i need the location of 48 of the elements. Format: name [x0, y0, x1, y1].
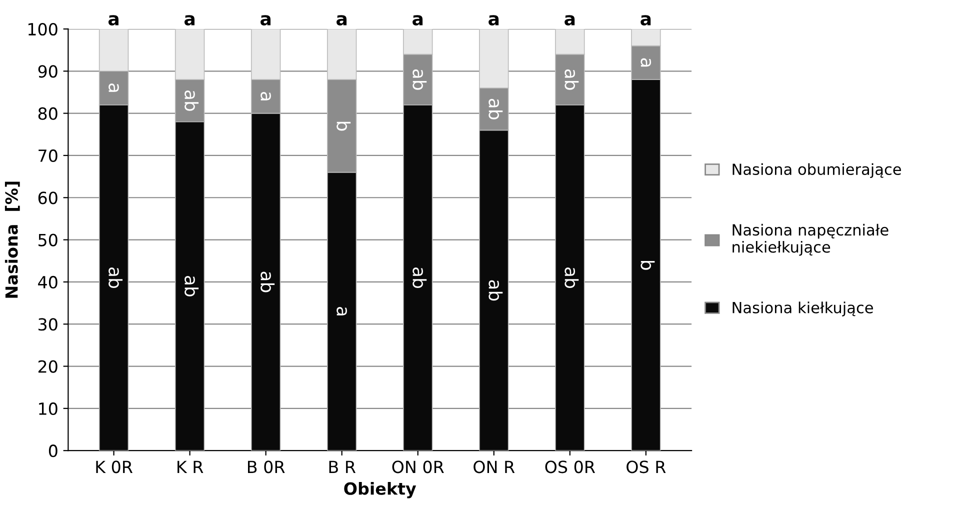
- data-label: b: [336, 122, 351, 131]
- y-tick-label: 0: [48, 444, 58, 458]
- y-tick-label: 20: [38, 360, 58, 373]
- data-label: ab: [412, 69, 427, 90]
- total-label: a: [336, 15, 347, 26]
- total-label: a: [564, 15, 575, 26]
- total-label: a: [260, 15, 271, 26]
- x-tick-label: OS 0R: [545, 460, 596, 474]
- total-label: a: [108, 15, 118, 26]
- total-label: a: [184, 15, 194, 26]
- data-label: ab: [184, 276, 199, 296]
- data-label: ab: [412, 268, 427, 288]
- data-label: ab: [488, 280, 503, 301]
- y-tick-label: 10: [39, 402, 58, 415]
- data-label: ab: [260, 272, 275, 292]
- y-tick-label: 100: [28, 22, 58, 36]
- data-label: ab: [564, 268, 579, 288]
- legend-label: Nasiona napęczniałe niekiełkujące: [732, 224, 888, 256]
- x-tick-label: ON 0R: [392, 460, 444, 474]
- data-label: a: [260, 92, 271, 100]
- legend-label: Nasiona obumierające: [732, 163, 901, 178]
- total-label: a: [640, 15, 651, 26]
- data-label: a: [336, 307, 347, 316]
- y-tick-label: 50: [38, 234, 58, 246]
- y-tick-label: 70: [38, 149, 58, 162]
- x-tick-label: K 0R: [96, 460, 133, 474]
- x-tick-label: K R: [178, 460, 204, 473]
- y-tick-label: 90: [38, 65, 58, 78]
- y-tick-label: 40: [38, 276, 58, 289]
- x-tick-label: ON R: [474, 460, 515, 474]
- data-label: ab: [564, 69, 579, 90]
- x-tick-label: B R: [329, 460, 356, 473]
- y-tick-label: 80: [38, 107, 58, 120]
- legend-label: Nasiona kiełkujące: [732, 302, 873, 316]
- data-label: ab: [488, 98, 503, 120]
- data-label: a: [108, 84, 119, 92]
- y-axis-title: Nasiona [%]: [4, 182, 20, 298]
- total-label: a: [488, 15, 499, 26]
- x-tick-label: OS R: [626, 460, 666, 474]
- x-axis-title: Obiekty: [344, 482, 416, 498]
- data-label: ab: [108, 268, 123, 288]
- y-tick-label: 30: [38, 318, 58, 331]
- data-label: ab: [184, 90, 199, 111]
- data-label: a: [640, 58, 652, 67]
- total-label: a: [412, 15, 423, 26]
- data-label: b: [640, 260, 655, 270]
- x-tick-label: B 0R: [248, 460, 285, 474]
- y-tick-label: 60: [38, 192, 58, 204]
